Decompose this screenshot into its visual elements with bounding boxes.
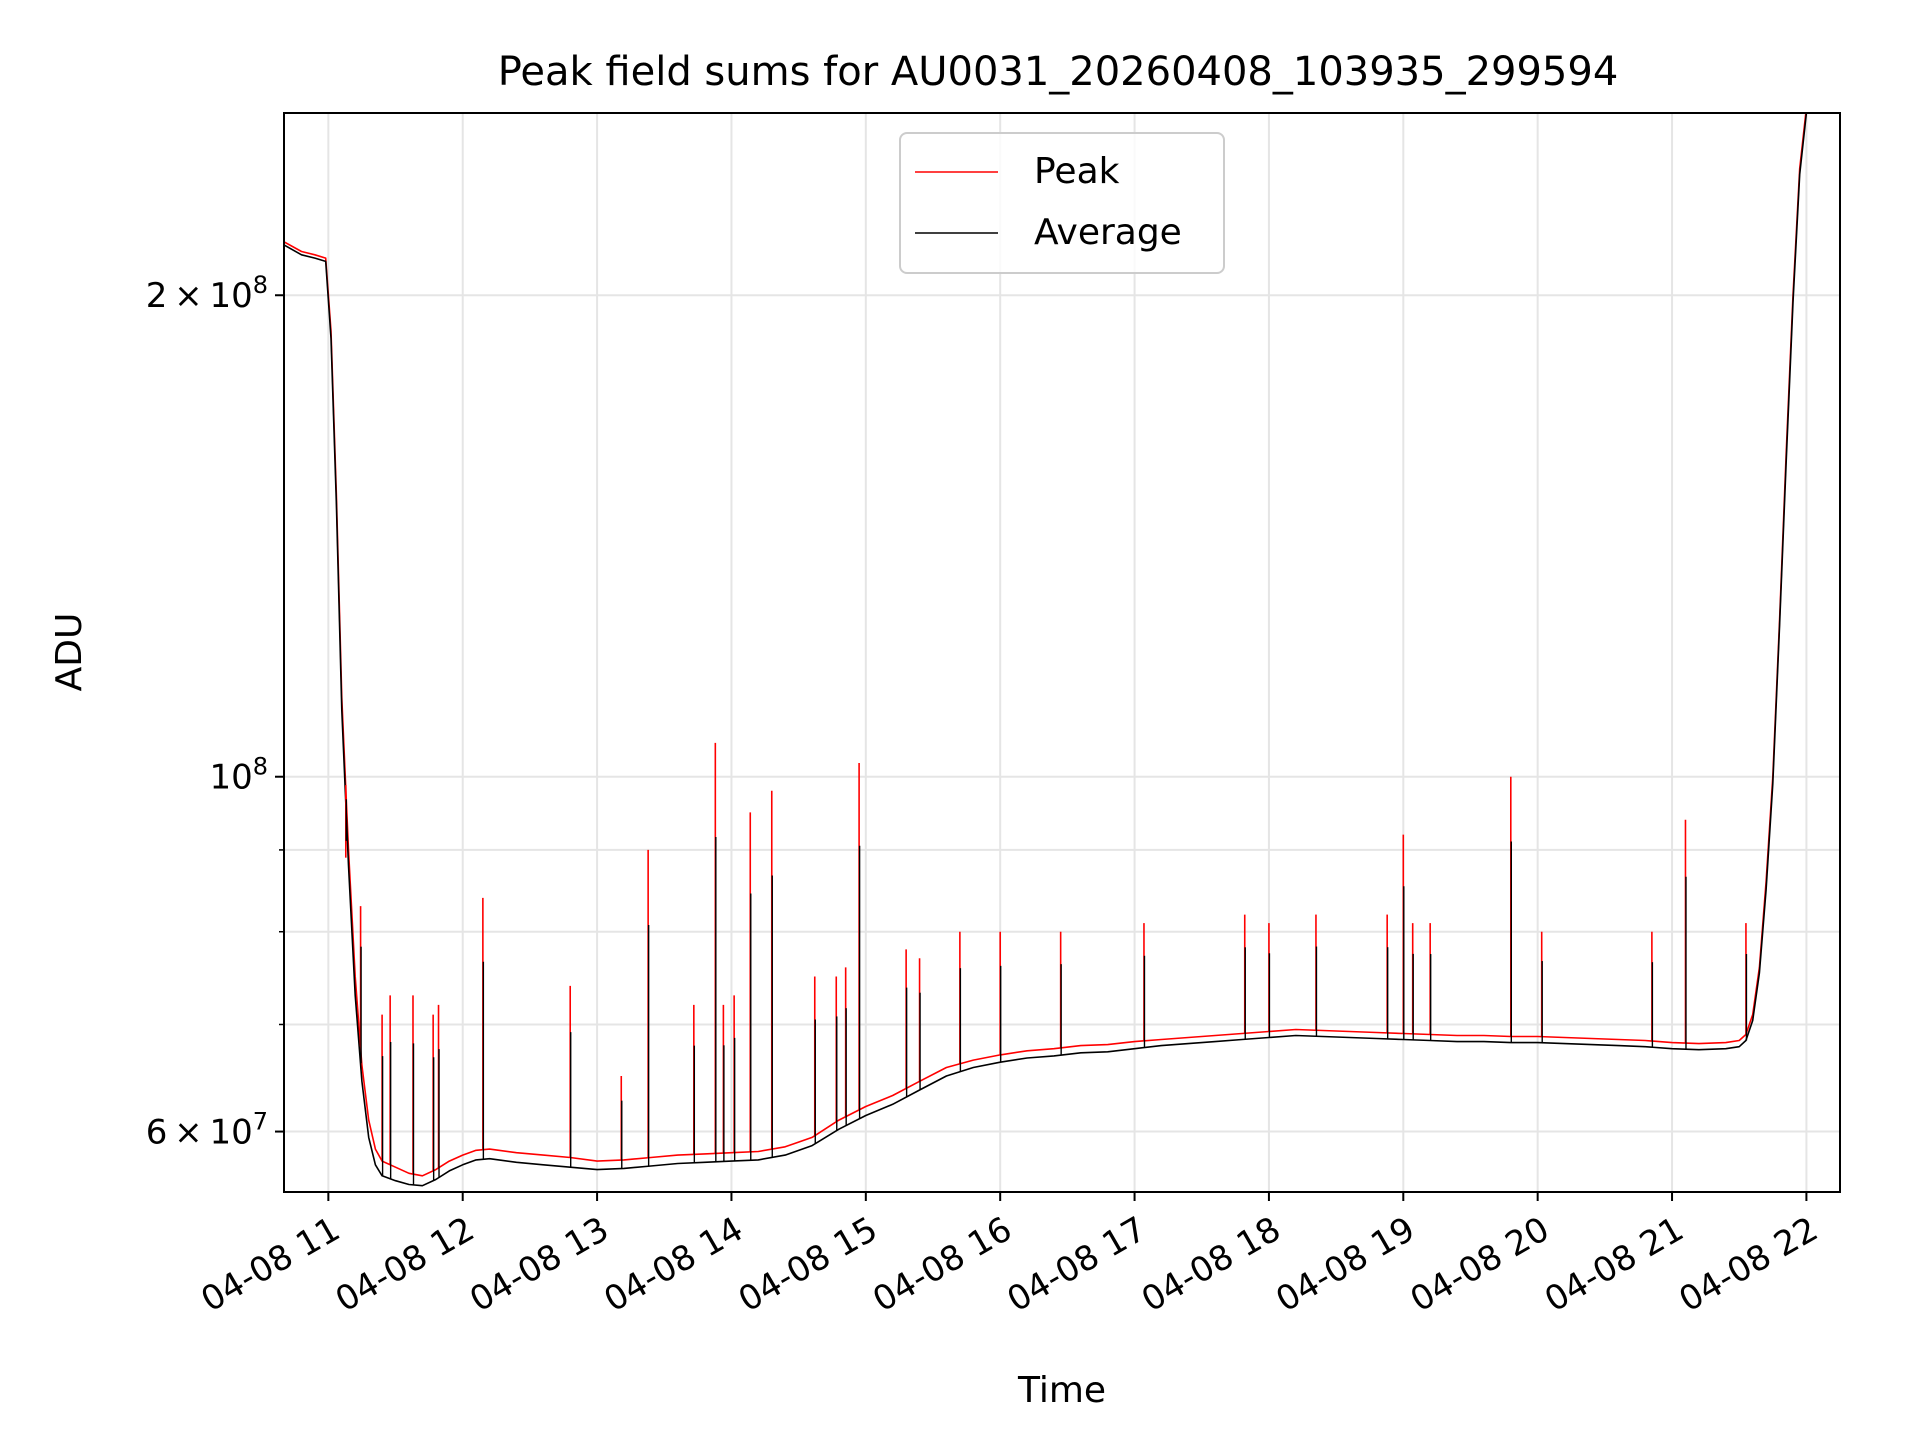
x-axis-label: Time <box>1017 1370 1106 1411</box>
y-tick-label: 2 × 108 <box>146 271 268 316</box>
series-layer <box>284 113 1808 1187</box>
y-axis-label: ADU <box>49 613 90 692</box>
legend-label-peak: Peak <box>1034 151 1120 192</box>
chart-title: Peak field sums for AU0031_20260408_1039… <box>498 49 1619 95</box>
plot-frame <box>283 112 1841 1193</box>
legend: Peak Average <box>899 132 1225 274</box>
series-line-peak <box>284 113 1807 1177</box>
series-line-average <box>284 113 1808 1187</box>
grid-lines <box>284 113 1840 1192</box>
legend-label-average: Average <box>1034 212 1182 253</box>
y-tick-label: 6 × 107 <box>146 1108 268 1153</box>
legend-box <box>899 132 1225 274</box>
